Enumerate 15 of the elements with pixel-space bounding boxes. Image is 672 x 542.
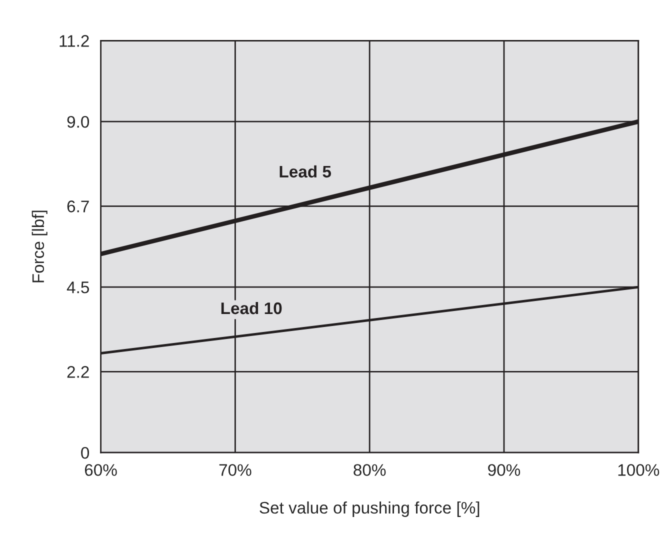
series-label: Lead 5	[280, 165, 332, 178]
x-tick-label: 70%	[219, 464, 252, 476]
x-tick-label: 80%	[354, 464, 386, 476]
y-tick-label: 11.2	[60, 35, 89, 47]
y-tick-label: 6.7	[67, 200, 89, 212]
x-tick-label: 100%	[618, 464, 660, 476]
y-tick-label: 0	[81, 446, 90, 459]
y-tick-label: 4.5	[66, 282, 89, 294]
x-axis-title: Set value of pushing force [%]	[260, 501, 480, 517]
y-tick-label: 9.0	[67, 116, 90, 128]
series-label: Lead 10	[221, 302, 282, 314]
x-tick-label: 60%	[84, 464, 117, 476]
y-tick-label: 2.2	[67, 366, 89, 378]
x-tick-label: 90%	[488, 464, 520, 476]
y-axis-title: Force [lbf]	[32, 210, 48, 282]
